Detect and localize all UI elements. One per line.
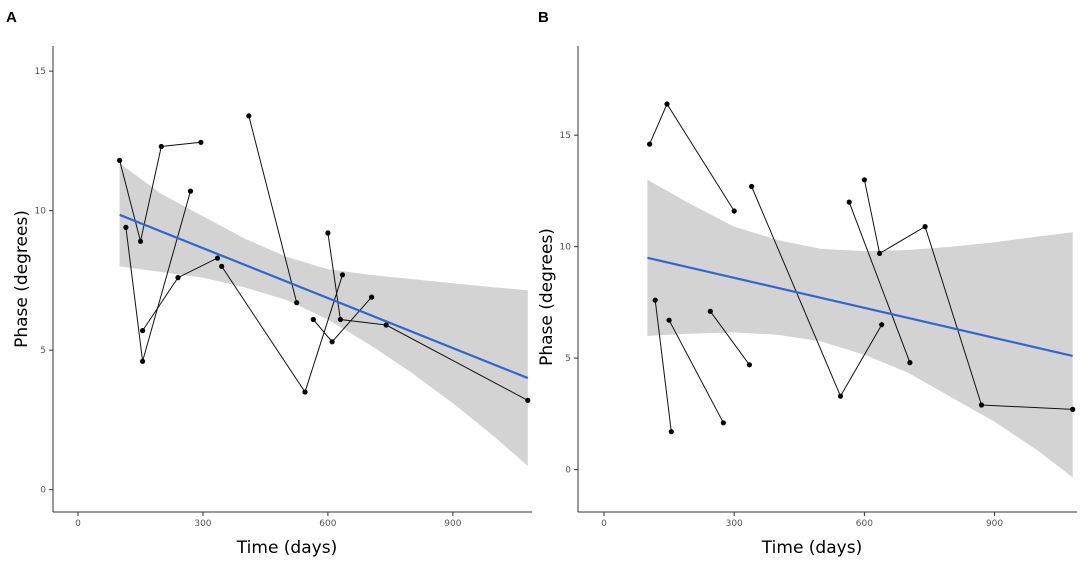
data-point bbox=[907, 360, 913, 366]
data-point bbox=[664, 101, 670, 107]
y-tick-label: 5 bbox=[40, 346, 46, 356]
data-point bbox=[214, 255, 221, 261]
confidence-band bbox=[119, 163, 528, 466]
data-point bbox=[846, 199, 852, 205]
data-point bbox=[137, 238, 144, 244]
data-point bbox=[337, 316, 343, 323]
data-point bbox=[922, 224, 928, 230]
panel-b: B 0 300 600 900 0 5 10 15 Time (days) Phase (de… bbox=[537, 9, 1077, 558]
series-line-4 bbox=[248, 115, 298, 303]
data-point bbox=[837, 393, 844, 399]
data-point bbox=[879, 322, 885, 328]
data-point bbox=[1070, 406, 1076, 412]
regression-line bbox=[119, 213, 529, 380]
y-axis-title: Phase (degrees) bbox=[537, 228, 557, 366]
data-point bbox=[310, 316, 316, 323]
data-point bbox=[329, 339, 335, 345]
data-point bbox=[707, 308, 713, 314]
data-point bbox=[158, 143, 164, 150]
x-axis-title: Time (days) bbox=[236, 538, 337, 558]
x-tick-label: 0 bbox=[75, 519, 81, 529]
y-tick-label: 0 bbox=[565, 466, 571, 476]
data-point bbox=[668, 429, 674, 435]
x-tick-label: 900 bbox=[444, 519, 461, 529]
data-point bbox=[525, 397, 531, 403]
y-tick-label: 10 bbox=[35, 207, 47, 217]
y-tick-label: 15 bbox=[560, 131, 571, 141]
regression-line bbox=[647, 256, 1073, 357]
data-point bbox=[383, 322, 389, 328]
x-tick-label: 0 bbox=[601, 519, 607, 529]
data-point bbox=[666, 317, 672, 323]
panel-a: A 0 300 600 900 0 5 10 15 Time (days) Phase (de… bbox=[6, 9, 532, 558]
data-point bbox=[325, 230, 331, 236]
data-point bbox=[198, 139, 204, 145]
x-tick-label: 600 bbox=[319, 519, 336, 529]
panel-letter: A bbox=[6, 9, 17, 26]
data-point bbox=[175, 275, 181, 281]
series-line-4 bbox=[709, 311, 750, 366]
data-point bbox=[294, 300, 300, 306]
x-tick-label: 600 bbox=[856, 519, 873, 529]
data-point bbox=[978, 402, 985, 408]
y-tick-label: 0 bbox=[40, 486, 46, 496]
series-line-6 bbox=[848, 201, 911, 363]
x-tick-label: 900 bbox=[986, 519, 1003, 529]
data-point bbox=[219, 263, 225, 269]
data-point bbox=[123, 224, 129, 230]
data-point bbox=[187, 188, 194, 194]
data-point bbox=[117, 157, 123, 163]
series-line-3 bbox=[668, 319, 724, 424]
data-point bbox=[246, 113, 252, 119]
x-tick-label: 300 bbox=[194, 519, 211, 529]
y-tick-label: 5 bbox=[565, 354, 571, 364]
data-point bbox=[140, 328, 146, 334]
y-tick-label: 15 bbox=[35, 67, 46, 77]
x-axis-title: Time (days) bbox=[761, 538, 862, 558]
y-tick-label: 10 bbox=[560, 243, 572, 253]
data-point bbox=[877, 250, 883, 256]
data-point bbox=[302, 389, 308, 395]
data-point bbox=[647, 141, 653, 147]
data-point bbox=[746, 362, 753, 368]
series-line-6 bbox=[327, 232, 529, 401]
x-tick-label: 300 bbox=[726, 519, 743, 529]
series-line-2 bbox=[654, 300, 672, 432]
data-point bbox=[731, 208, 737, 214]
data-point bbox=[861, 177, 868, 183]
data-point bbox=[720, 420, 727, 426]
data-point bbox=[369, 294, 375, 300]
data-point bbox=[339, 272, 346, 278]
confidence-band bbox=[647, 179, 1073, 478]
data-point bbox=[749, 183, 755, 190]
data-point bbox=[140, 358, 146, 364]
data-point bbox=[652, 297, 658, 303]
y-axis-title: Phase (degrees) bbox=[12, 210, 32, 348]
panel-letter: B bbox=[538, 9, 549, 26]
series-line-1 bbox=[119, 141, 201, 242]
